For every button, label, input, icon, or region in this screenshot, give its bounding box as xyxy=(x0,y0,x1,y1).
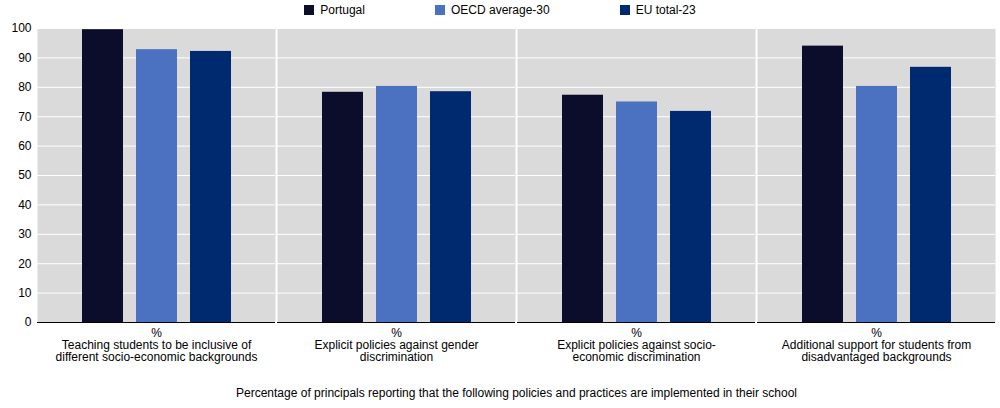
svg-text:70: 70 xyxy=(18,110,32,124)
svg-text:0: 0 xyxy=(25,315,32,329)
svg-text:90: 90 xyxy=(18,51,32,65)
svg-text:%Teaching students to be inclu: %Teaching students to be inclusive ofdif… xyxy=(56,326,258,364)
html-text:EU total-23: EU total-23 xyxy=(635,3,696,17)
svg-text:50: 50 xyxy=(18,168,32,182)
html-text:OECD average-30: OECD average-30 xyxy=(451,3,550,17)
svg-text:30: 30 xyxy=(18,227,32,241)
html-text:Portugal: Portugal xyxy=(320,3,365,17)
svg-text:%Explicit policies against soc: %Explicit policies against socio-economi… xyxy=(557,326,716,364)
svg-text:20: 20 xyxy=(18,257,32,271)
svg-text:60: 60 xyxy=(18,139,32,153)
svg-text:%Explicit policies against gen: %Explicit policies against genderdiscrim… xyxy=(314,326,478,364)
svg-text:80: 80 xyxy=(18,80,32,94)
svg-text:Percentage of principals repor: Percentage of principals reporting that … xyxy=(236,386,797,400)
svg-text:%Additional support for studen: %Additional support for students fromdis… xyxy=(782,326,971,364)
svg-text:10: 10 xyxy=(18,286,32,300)
svg-text:40: 40 xyxy=(18,198,32,212)
svg-text:100: 100 xyxy=(11,21,31,35)
